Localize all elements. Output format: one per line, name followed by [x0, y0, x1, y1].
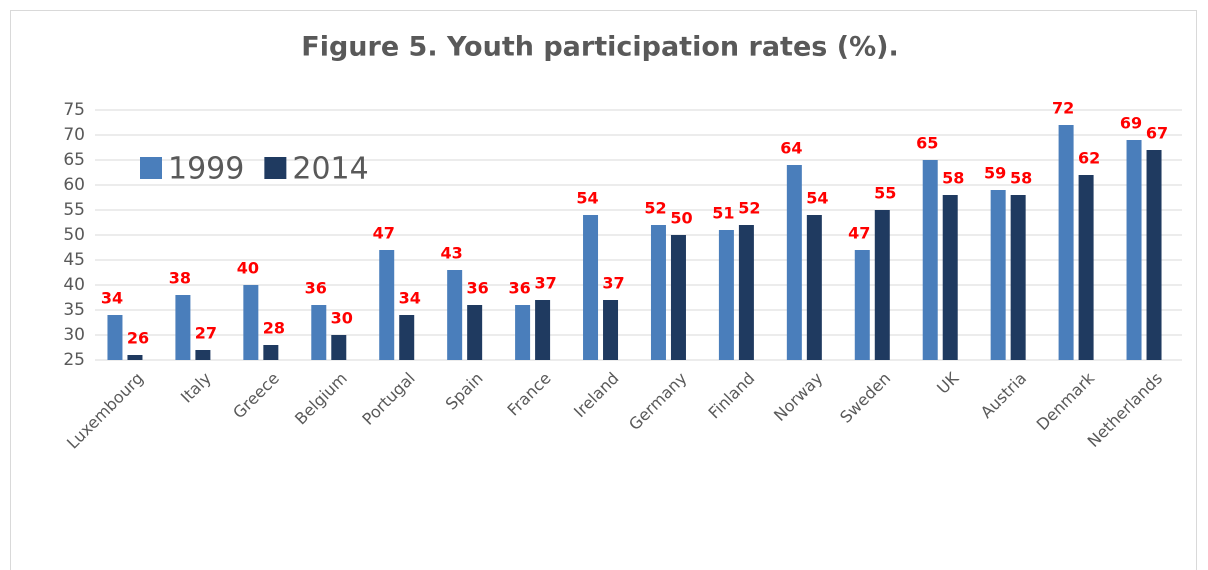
bar [1078, 175, 1094, 360]
legend-label: 1999 [168, 152, 244, 187]
bar [311, 305, 327, 360]
bar [263, 345, 279, 360]
bar [874, 210, 890, 360]
data-label: 58 [942, 169, 964, 188]
data-label: 54 [806, 189, 828, 208]
data-label: 36 [467, 279, 489, 298]
bar [379, 250, 395, 360]
y-tick-label: 60 [63, 175, 85, 195]
data-label: 52 [644, 199, 666, 218]
data-label: 69 [1120, 114, 1142, 133]
data-label: 72 [1052, 99, 1074, 118]
data-label: 65 [916, 134, 938, 153]
data-label: 26 [127, 329, 149, 348]
data-label: 28 [263, 319, 285, 338]
bar [650, 225, 666, 360]
data-label: 64 [780, 139, 802, 158]
bar [107, 315, 123, 360]
bar [854, 250, 870, 360]
data-label: 55 [874, 184, 896, 203]
y-tick-label: 30 [63, 325, 85, 345]
bar [786, 165, 802, 360]
bar [670, 235, 686, 360]
data-label: 36 [508, 279, 530, 298]
data-label: 47 [373, 224, 395, 243]
bar [603, 300, 619, 360]
data-label: 37 [534, 274, 556, 293]
bar [942, 195, 958, 360]
bar [447, 270, 463, 360]
data-label: 59 [984, 164, 1006, 183]
data-label: 34 [399, 289, 421, 308]
y-tick-label: 35 [63, 300, 85, 320]
bar [922, 160, 938, 360]
bar [1146, 150, 1162, 360]
bar [990, 190, 1006, 360]
bar [1010, 195, 1026, 360]
data-label: 67 [1146, 124, 1168, 143]
bar [195, 350, 211, 360]
bar [1126, 140, 1142, 360]
bar [1058, 125, 1074, 360]
data-label: 34 [101, 289, 123, 308]
chart-title: Figure 5. Youth participation rates (%). [301, 32, 898, 63]
data-label: 51 [712, 204, 734, 223]
bar [583, 215, 599, 360]
bar [243, 285, 259, 360]
data-label: 40 [237, 259, 259, 278]
bar [175, 295, 191, 360]
y-tick-label: 50 [63, 225, 85, 245]
data-label: 36 [305, 279, 327, 298]
bar [467, 305, 483, 360]
bar [515, 305, 531, 360]
data-label: 47 [848, 224, 870, 243]
data-label: 30 [331, 309, 353, 328]
bar [738, 225, 754, 360]
y-tick-label: 55 [63, 200, 85, 220]
y-tick-label: 75 [63, 100, 85, 120]
data-label: 27 [195, 324, 217, 343]
legend-swatch [140, 157, 162, 179]
data-label: 38 [169, 269, 191, 288]
data-label: 54 [576, 189, 598, 208]
data-label: 52 [738, 199, 760, 218]
legend-label: 2014 [292, 152, 368, 187]
y-tick-label: 65 [63, 150, 85, 170]
data-label: 50 [670, 209, 692, 228]
bar [399, 315, 415, 360]
data-label: 62 [1078, 149, 1100, 168]
bar [806, 215, 822, 360]
y-tick-label: 70 [63, 125, 85, 145]
y-tick-label: 40 [63, 275, 85, 295]
y-tick-label: 45 [63, 250, 85, 270]
legend-swatch [264, 157, 287, 179]
bar [718, 230, 734, 360]
y-tick-label: 25 [63, 350, 85, 370]
bar [535, 300, 551, 360]
data-label: 43 [441, 244, 463, 263]
data-label: 58 [1010, 169, 1032, 188]
bar [331, 335, 347, 360]
data-label: 37 [602, 274, 624, 293]
bar [127, 355, 143, 360]
